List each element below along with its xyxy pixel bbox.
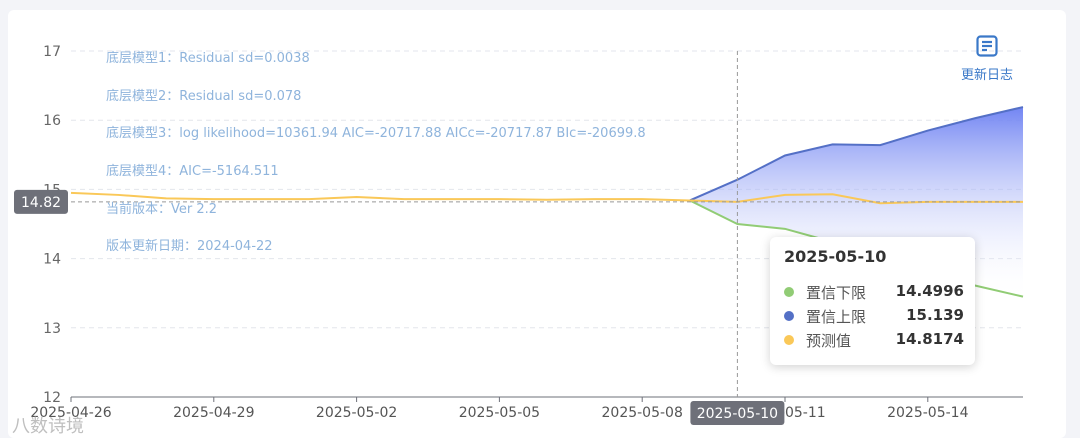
crosshair-x-label-bg [690,401,785,425]
tooltip-series-value: 14.4996 [895,282,964,300]
tooltip-row-lower: 置信下限 14.4996 [784,281,964,303]
tooltip-row-upper: 置信上限 15.139 [784,305,964,327]
document-icon [976,35,998,57]
version-note: 当前版本：Ver 2.2 [106,202,218,217]
x-tick-label: 2025-05-05 [459,405,540,421]
crosshair-x-label: 2025-05-10 [697,406,778,422]
model-note-4: 底层模型4：AIC=-5164.511 [106,164,279,179]
tooltip-series-name: 置信下限 [806,284,867,302]
model-note-3: 底层模型3：log likelihood=10361.94 AIC=-20717… [106,126,646,141]
y-tick-label: 14 [43,252,61,268]
tooltip-series-value: 14.8174 [895,330,964,348]
watermark: 八数诗境 [12,416,84,437]
x-tick-label: 2025-05-02 [316,405,397,421]
crosshair-y-label-bg [14,189,68,214]
x-axis: 2025-04-26 2025-04-29 2025-05-02 2025-05-05… [30,396,1023,421]
version-date-note: 版本更新日期：2024-04-22 [106,239,273,254]
x-tick-label: 2025-05-08 [602,405,683,421]
tooltip-date: 2025-05-10 [784,247,887,266]
update-log-label: 更新日志 [960,68,1013,83]
tooltip-series-name: 预测值 [806,332,852,350]
crosshair-y-label: 14.82 [21,195,61,211]
x-tick-label: 2025-05-14 [887,405,968,421]
forecast-chart: 121314151617 2025-04-262025-04-292025-05… [14,44,1024,425]
tooltip-series-value: 15.139 [906,306,964,324]
tooltip-row-forecast: 预测值 14.8174 [784,329,964,351]
y-tick-label: 17 [43,44,61,60]
legend-dot [784,287,794,297]
y-tick-label: 16 [43,113,61,129]
series-line-forecast [70,191,1023,205]
model-note-1: 底层模型1：Residual sd=0.0038 [106,51,310,66]
x-tick-label: 2025-04-29 [173,405,254,421]
chart-card: 121314151617 2025-04-262025-04-292025-05… [8,10,1066,438]
y-axis-ticks: 121314151617 [43,44,61,406]
chart-tooltip: 2025-05-10 置信下限 14.4996 置信上限 15.139 预测值 … [770,237,975,365]
x-tick-label: 2025-04-26 [30,405,111,421]
legend-dot [784,311,794,321]
legend-dot [784,335,794,345]
series-line-upper-bound [689,106,1024,202]
y-tick-label: 13 [43,321,61,337]
y-tick-label: 12 [43,390,61,406]
model-note-2: 底层模型2：Residual sd=0.078 [106,89,302,104]
update-log-button[interactable]: 更新日志 [954,34,1020,83]
crosshair: 2025-05-10 14.82 [14,51,1023,425]
tooltip-series-name: 置信上限 [806,308,867,326]
